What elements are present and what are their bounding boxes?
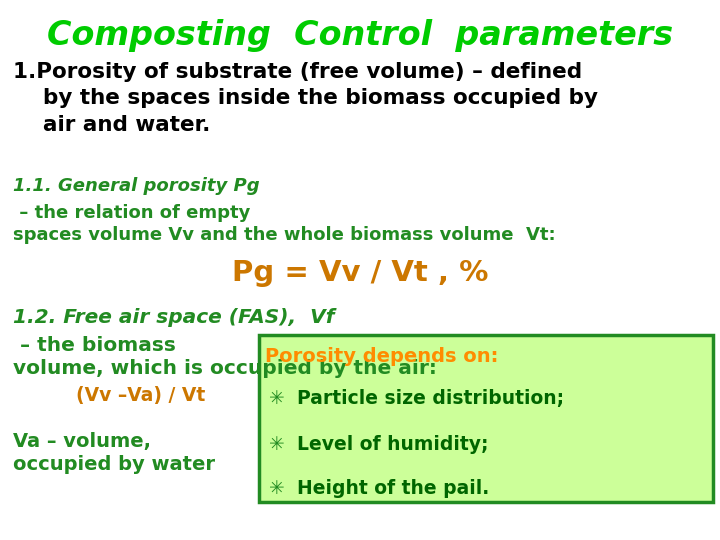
Text: 1.1. General porosity Pg: 1.1. General porosity Pg [13, 177, 260, 195]
Text: – the relation of empty
spaces volume Vv and the whole biomass volume  Vt:: – the relation of empty spaces volume Vv… [13, 204, 556, 244]
Text: Porosity depends on:: Porosity depends on: [265, 347, 498, 366]
Text: Height of the pail.: Height of the pail. [297, 479, 490, 498]
Text: ✳: ✳ [269, 389, 284, 408]
Text: Particle size distribution;: Particle size distribution; [297, 389, 564, 408]
Text: Level of humidity;: Level of humidity; [297, 435, 489, 454]
Text: ✳: ✳ [269, 435, 284, 454]
Text: Composting  Control  parameters: Composting Control parameters [47, 19, 673, 52]
Text: 1.Porosity of substrate (free volume) – defined
    by the spaces inside the bio: 1.Porosity of substrate (free volume) – … [13, 62, 598, 135]
Text: 1.2. Free air space (FAS),  Vf: 1.2. Free air space (FAS), Vf [13, 308, 335, 327]
Text: Va – volume,
occupied by water: Va – volume, occupied by water [13, 432, 215, 475]
Text: ✳: ✳ [269, 479, 284, 498]
Text: – the biomass
volume, which is occupied by the air:: – the biomass volume, which is occupied … [13, 336, 437, 379]
Text: (Vv –Va) / Vt: (Vv –Va) / Vt [76, 386, 205, 405]
FancyBboxPatch shape [259, 335, 713, 502]
Text: Pg = Vv / Vt , %: Pg = Vv / Vt , % [232, 259, 488, 287]
